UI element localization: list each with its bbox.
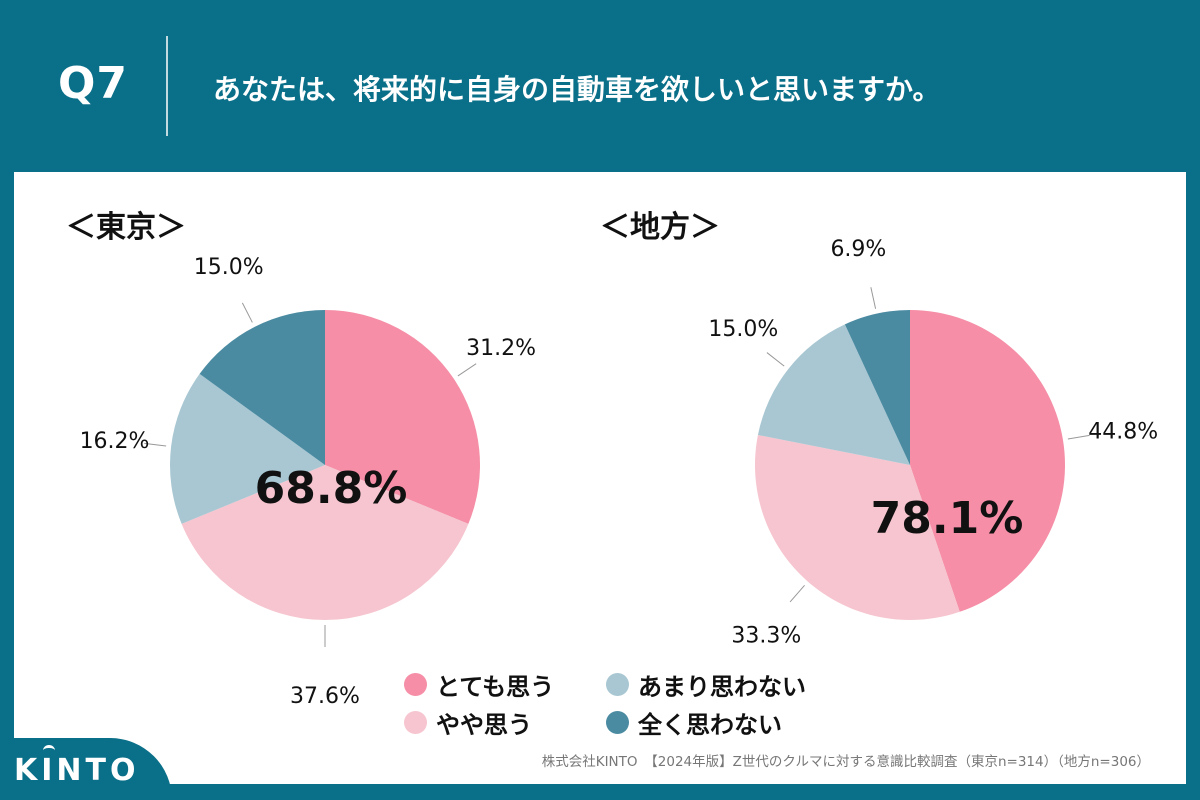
pie-slice-strongly-disagree: [199, 310, 325, 465]
data-label-strongly-agree: 44.8%: [1088, 420, 1158, 445]
leader-line: [766, 352, 785, 367]
logo-tab: [0, 738, 172, 800]
pie-slice-strongly-agree: [325, 310, 480, 524]
tokyo-pie: 31.2% 37.6% 16.2% 15.0% 68.8%: [80, 255, 536, 709]
leader-line: [241, 302, 253, 323]
question-text: あなたは、将来的に自身の自動車を欲しいと思いますか。: [213, 73, 941, 106]
pie-slice-strongly-agree: [910, 310, 1065, 612]
data-label-somewhat-disagree: 15.0%: [708, 317, 778, 342]
center-total-label: 68.8%: [255, 463, 408, 514]
regional-pie: 44.8% 33.3% 15.0% 6.9% 78.1%: [708, 237, 1158, 649]
legend-swatch: [404, 673, 427, 696]
center-total-label: 78.1%: [871, 493, 1024, 544]
leader-line: [789, 585, 805, 603]
legend-swatch: [404, 711, 427, 734]
pie-charts: 31.2% 37.6% 16.2% 15.0% 68.8% 44.8% 33.3% 15.0…: [80, 237, 1159, 709]
leader-line: [1067, 434, 1090, 440]
leader-line: [457, 363, 477, 377]
regional-chart-title: ＜地方＞: [600, 210, 720, 245]
data-label-somewhat-disagree: 16.2%: [80, 429, 150, 454]
leader-line: [870, 287, 877, 309]
question-number: Q7: [58, 58, 129, 109]
legend-item-somewhat-agree: やや思う: [404, 705, 532, 740]
header: Q7 あなたは、将来的に自身の自動車を欲しいと思いますか。: [0, 0, 1200, 170]
leader-line: [144, 442, 167, 447]
data-label-somewhat-agree: 37.6%: [290, 684, 360, 709]
data-label-strongly-disagree: 15.0%: [194, 255, 264, 280]
legend-label: やや思う: [436, 711, 532, 739]
tokyo-chart-title: ＜東京＞: [66, 210, 186, 245]
legend-swatch: [606, 711, 629, 734]
data-label-strongly-disagree: 6.9%: [830, 237, 886, 262]
header-divider: [166, 36, 168, 136]
pie-slice-somewhat-disagree: [170, 373, 325, 524]
kinto-logo: KINTO: [14, 753, 140, 788]
legend-label: とても思う: [436, 673, 555, 701]
legend-item-strongly-disagree: 全く思わない: [606, 705, 782, 740]
pie-slice-strongly-disagree: [844, 310, 910, 465]
data-label-somewhat-agree: 33.3%: [731, 623, 801, 648]
legend-swatch: [606, 673, 629, 696]
chart-panel: ＜東京＞ ＜地方＞ 31.2% 37.6% 16.2% 15.0% 68.8% 44.8…: [14, 172, 1186, 784]
legend-item-strongly-agree: とても思う: [404, 667, 554, 702]
logo-accent: [43, 745, 55, 756]
pie-slice-somewhat-agree: [754, 434, 960, 620]
source-note: 株式会社KINTO 【2024年版】Z世代のクルマに対する意識比較調査（東京n=…: [541, 754, 1150, 770]
legend-item-somewhat-disagree: あまり思わない: [606, 667, 806, 702]
legend-label: 全く思わない: [638, 711, 782, 739]
pie-slice-somewhat-disagree: [757, 324, 910, 465]
legend-label: あまり思わない: [638, 673, 806, 701]
pie-slice-somewhat-agree: [181, 465, 469, 620]
data-label-strongly-agree: 31.2%: [466, 336, 536, 361]
